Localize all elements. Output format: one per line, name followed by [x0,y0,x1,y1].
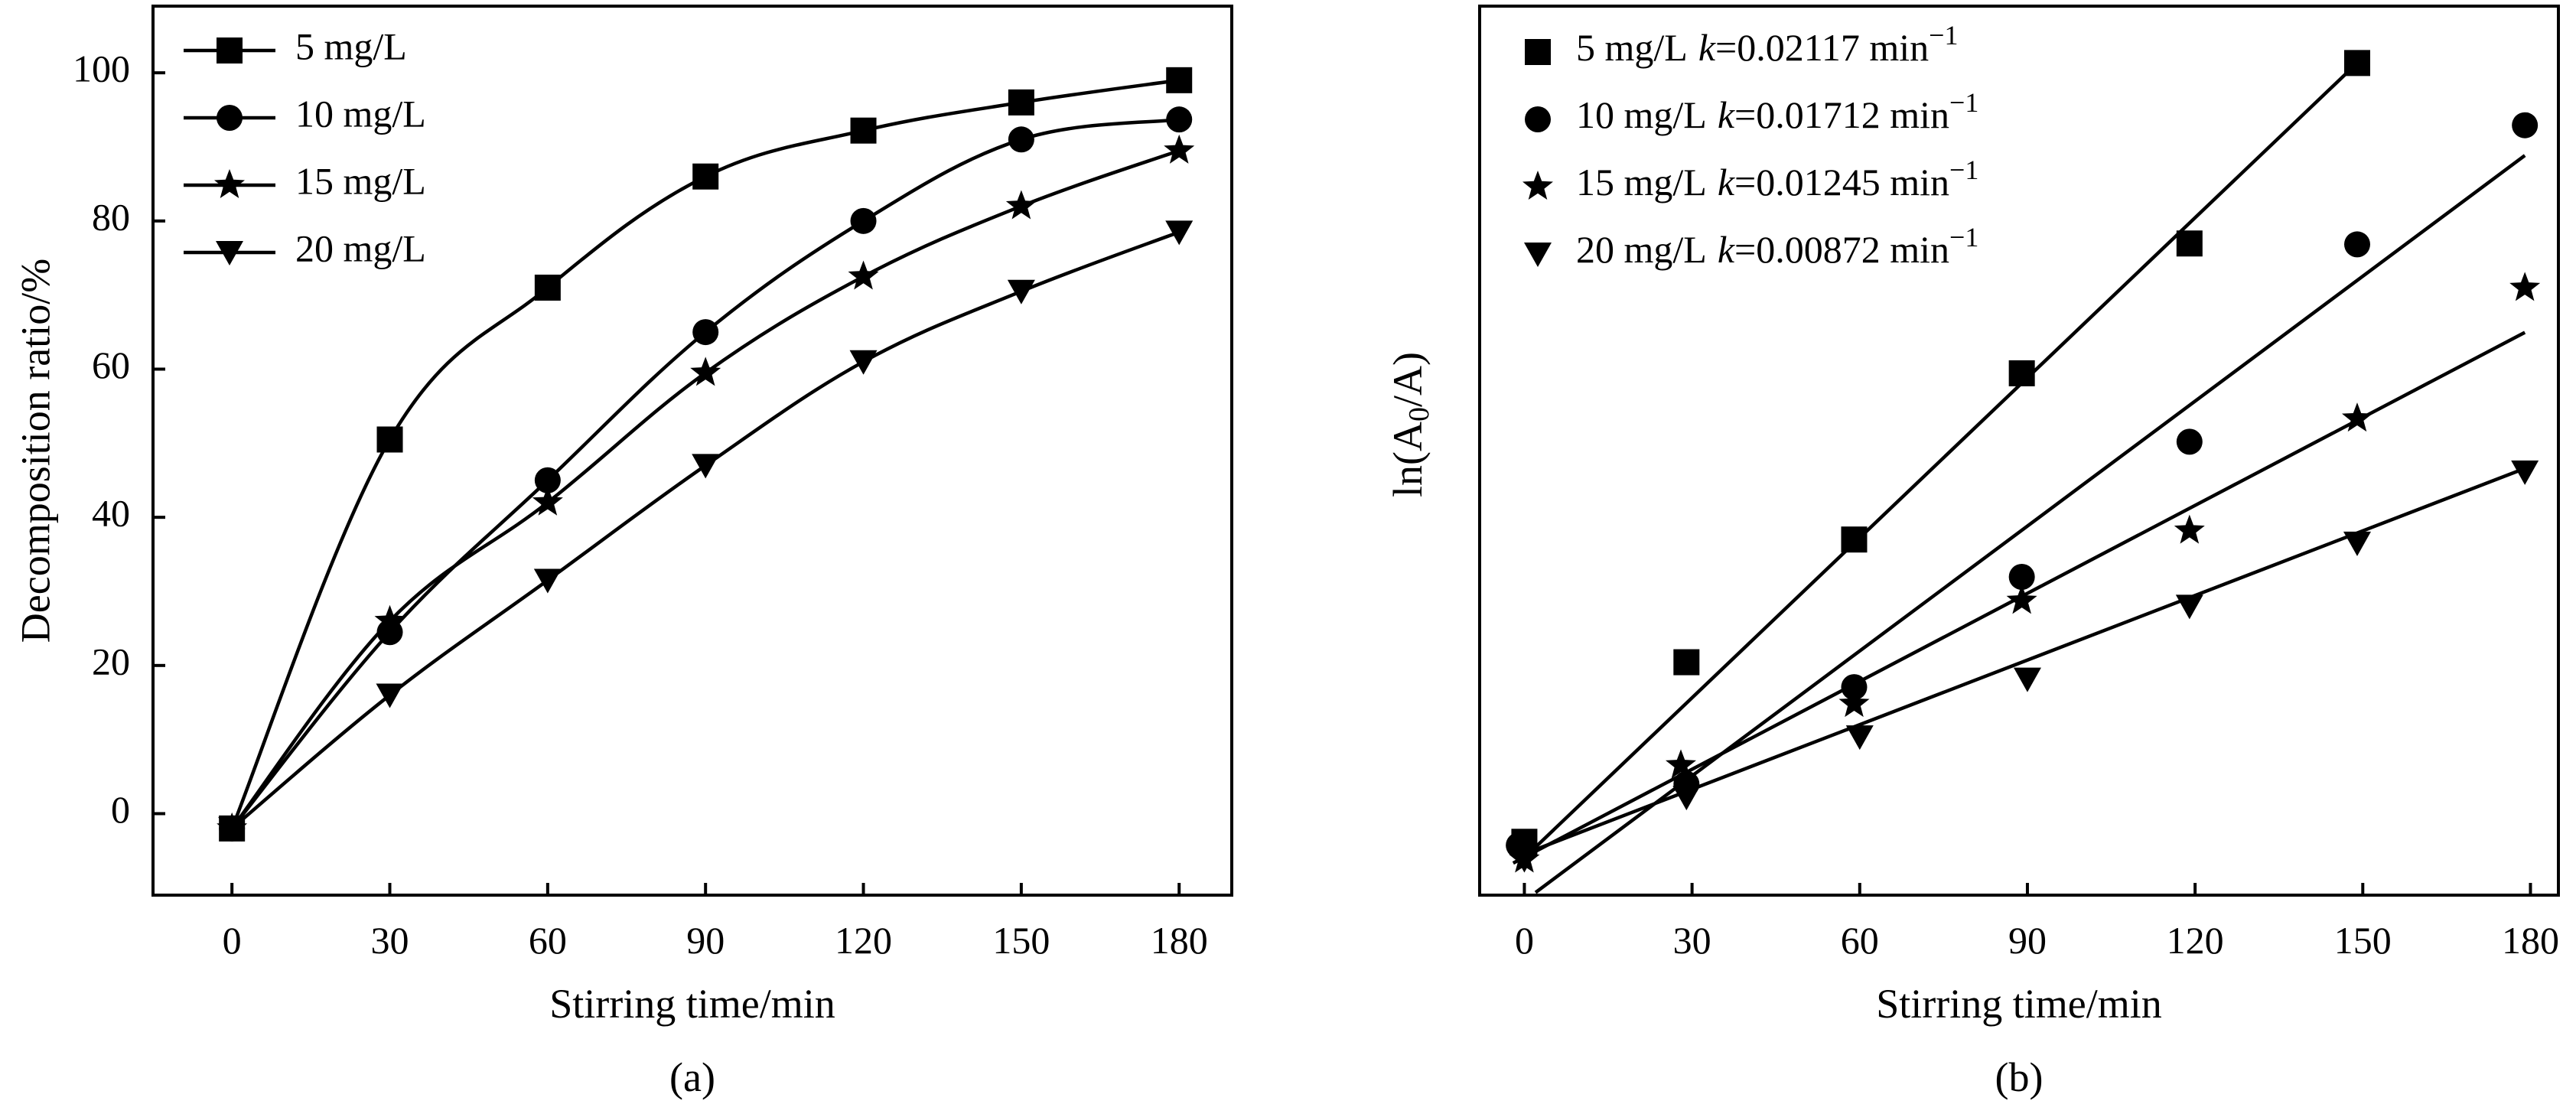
legend-item-a: 15 mg/L [184,159,426,202]
fit-line-b-0 [1522,61,2359,859]
data-point-b [1673,649,1700,676]
x-axis-label-a: Stirring time/min [549,981,835,1027]
data-point-b [2013,667,2041,692]
legend-item-b: 10 mg/L k=0.01712 min−1 [1525,87,1978,136]
caption-b: (b) [1995,1054,2044,1100]
y-tick-label-a: 20 [92,640,130,682]
legend-label-a: 15 mg/L [295,159,426,202]
data-point-a [1008,89,1034,116]
x-tick-label-b: 60 [1841,919,1879,962]
data-point-a [376,426,403,453]
legend-marker-b [1524,243,1552,267]
data-point-a [692,319,719,346]
data-point-b [1510,848,1539,873]
data-point-a [692,163,719,190]
legend-item-b: 20 mg/L k=0.00872 min−1 [1524,222,1978,271]
x-tick-label-b: 30 [1673,919,1711,962]
data-point-b [2174,514,2205,544]
data-point-a [692,454,720,479]
y-tick-label-a: 40 [92,492,130,535]
data-point-a [848,260,879,290]
data-point-b [1672,786,1701,811]
x-tick-label-b: 150 [2334,919,2392,962]
legend-label-a: 5 mg/L [295,24,407,67]
x-tick-label-b: 180 [2502,919,2559,962]
data-point-a [534,274,561,301]
x-tick-label-b: 120 [2167,919,2224,962]
panel-a: 0 20 40 60 80 100 0 30 60 90 120 150 180 5 mg/L 10 m… [12,5,1233,1100]
legend-marker-b [1525,106,1551,132]
data-point-b [2512,112,2539,138]
data-point-b [2343,531,2371,556]
y-axis-label-b: ln(A0/A) [1385,352,1435,497]
data-point-b [1845,725,1874,751]
data-point-a [1166,67,1193,93]
legend-label-b: 15 mg/L k=0.01245 min−1 [1576,155,1978,204]
series-line-a-0 [230,78,1180,829]
x-tick-label-a: 30 [371,919,409,962]
legend-item-b: 5 mg/L k=0.02117 min−1 [1525,20,1958,69]
y-tick-label-a: 60 [92,344,130,386]
x-tick-label-a: 180 [1151,919,1208,962]
x-tick-label-a: 90 [686,919,725,962]
data-point-a [1005,190,1037,220]
x-tick-label-a: 150 [992,919,1050,962]
legend-item-a: 5 mg/L [184,24,407,67]
x-axis-ticks-a: 0 30 60 90 120 150 180 [223,883,1208,962]
legend-item-a: 10 mg/L [184,92,426,135]
x-tick-label-a: 0 [223,919,242,962]
legend-marker-a [217,105,243,131]
data-point-a [1166,106,1193,133]
y-axis-label-a: Decomposition ratio/% [12,259,58,643]
x-tick-label-b: 0 [1515,919,1534,962]
data-point-a [850,117,877,144]
panel-b: 0 30 60 90 120 150 180 5 mg/L k=0.02117 min−1 10… [1385,5,2560,1100]
fit-line-b-1 [1534,154,2526,894]
x-tick-label-a: 120 [835,919,892,962]
legend-item-b: 15 mg/L k=0.01245 min−1 [1522,155,1978,204]
legend-marker-b [1525,39,1551,65]
data-point-a [850,207,877,234]
data-point-b [2343,50,2370,77]
x-axis-ticks-b: 0 30 60 90 120 150 180 [1515,883,2559,962]
y-axis-ticks-a: 0 20 40 60 80 100 [73,47,165,831]
caption-a: (a) [669,1054,715,1100]
data-point-a [849,350,878,375]
data-point-a [1007,279,1035,304]
data-point-a [533,568,562,594]
legend-label-b: 10 mg/L k=0.01712 min−1 [1576,87,1978,136]
data-point-b [1841,526,1868,553]
y-tick-label-a: 80 [92,195,130,238]
data-point-a [1008,126,1034,153]
legend-label-a: 10 mg/L [295,92,426,135]
data-point-b [2176,428,2203,455]
legend-label-a: 20 mg/L [295,226,426,269]
plot-area-b [1478,5,2560,897]
legend-a: 5 mg/L 10 mg/L 15 mg/L 20 mg/L [184,24,426,269]
data-point-b [2175,594,2203,620]
plot-area-a [151,5,1233,897]
y-tick-label-a: 100 [73,47,130,90]
data-point-b [2176,230,2203,257]
x-axis-label-b: Stirring time/min [1876,981,2162,1027]
data-point-a [1164,134,1195,164]
y-tick-label-a: 0 [111,788,130,831]
fit-line-b-3 [1518,467,2526,858]
x-tick-label-a: 60 [529,919,567,962]
legend-item-a: 20 mg/L [184,226,426,269]
x-tick-label-b: 90 [2008,919,2047,962]
legend-marker-a [214,169,245,198]
data-point-b [2509,272,2541,301]
legend-label-b: 5 mg/L k=0.02117 min−1 [1576,20,1958,69]
data-point-a [1165,220,1194,246]
data-point-b [2343,231,2370,258]
legend-marker-a [217,37,243,64]
legend-label-b: 20 mg/L k=0.00872 min−1 [1576,222,1978,271]
legend-b: 5 mg/L k=0.02117 min−1 10 mg/L k=0.01712 mi… [1522,20,1978,271]
data-point-b [2008,360,2035,386]
legend-marker-b [1522,171,1553,200]
